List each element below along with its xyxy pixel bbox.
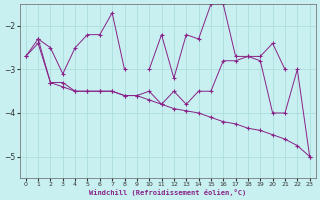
X-axis label: Windchill (Refroidissement éolien,°C): Windchill (Refroidissement éolien,°C) [89,189,246,196]
